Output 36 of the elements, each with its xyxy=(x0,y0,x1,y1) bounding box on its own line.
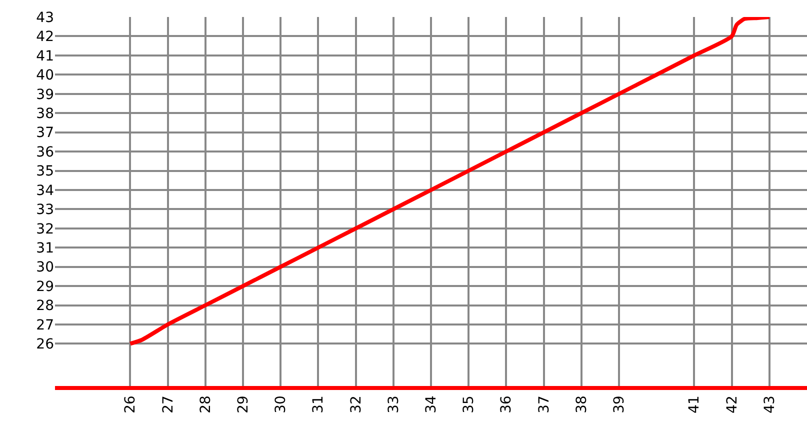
x-tick-label: 26 xyxy=(122,396,139,414)
y-tick-label: 41 xyxy=(36,48,54,64)
y-tick-label: 28 xyxy=(36,298,54,314)
y-tick-label: 29 xyxy=(36,278,54,295)
y-tick-label: 38 xyxy=(36,106,54,122)
x-tick-label: 42 xyxy=(724,396,740,414)
line-series xyxy=(128,17,772,346)
y-tick-label: 32 xyxy=(36,221,54,238)
y-tick-label: 26 xyxy=(36,336,54,353)
x-tick-label: 27 xyxy=(160,396,176,414)
x-tick-label: 34 xyxy=(424,396,440,414)
y-tick-label: 35 xyxy=(36,164,54,180)
x-tick-label: 31 xyxy=(310,396,327,414)
x-tick-label: 33 xyxy=(386,396,402,414)
x-tick-label: 36 xyxy=(498,396,515,414)
x-tick-label: 41 xyxy=(686,396,703,414)
x-tick-label: 35 xyxy=(461,396,478,414)
x-tick-label: 29 xyxy=(236,396,252,414)
y-tick-label: 39 xyxy=(36,86,54,103)
y-tick-label: 37 xyxy=(36,125,54,142)
y-tick-label: 43 xyxy=(36,10,54,26)
y-tick-label: 30 xyxy=(36,260,54,276)
y-tick-label: 42 xyxy=(36,29,54,46)
x-tick-label: 32 xyxy=(348,396,364,414)
x-tick-label: 43 xyxy=(762,396,778,414)
x-tick-label: 30 xyxy=(273,396,290,414)
y-tick-label: 36 xyxy=(36,144,54,160)
x-tick-label: 38 xyxy=(574,396,590,414)
y-tick-label: 40 xyxy=(36,68,54,84)
x-tick-label: 28 xyxy=(198,396,214,414)
x-tick-label: 39 xyxy=(612,396,628,414)
x-tick-label: 37 xyxy=(536,396,552,414)
y-tick-label: 34 xyxy=(36,182,54,199)
y-tick-label: 31 xyxy=(36,240,54,257)
y-tick-label: 33 xyxy=(36,202,54,218)
y-tick-label: 27 xyxy=(36,317,54,334)
